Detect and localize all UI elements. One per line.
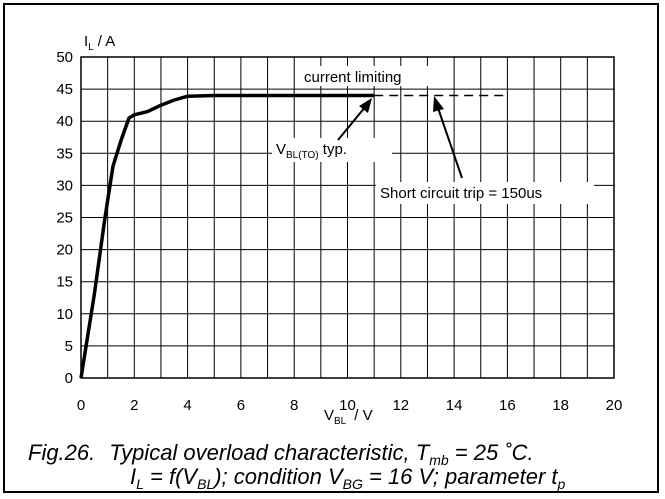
- plot-border: [80, 56, 615, 379]
- series-solid-line: [79, 93, 375, 379]
- x-tick-label: 20: [606, 397, 623, 414]
- vbl-arrow-line: [337, 105, 367, 141]
- short-circuit-arrowhead: [433, 96, 444, 112]
- grid: [80, 56, 615, 379]
- x-tick-label: 10: [339, 397, 356, 414]
- x-tick-label: 12: [392, 397, 409, 414]
- y-tick-label: 35: [56, 145, 73, 162]
- y-tick-label: 30: [56, 177, 73, 194]
- x-tick-label: 0: [77, 397, 85, 414]
- vbl-to-label: VBL(TO) typ.: [276, 141, 347, 161]
- y-tick-label: 20: [56, 242, 73, 259]
- caption-line-2: IL = f(VBL); condition VBG = 16 V; param…: [130, 464, 566, 492]
- y-tick-label: 15: [56, 274, 73, 291]
- x-tick-label: 16: [499, 397, 516, 414]
- x-tick-label: 18: [552, 397, 569, 414]
- x-axis-label: VBL / V: [324, 407, 373, 427]
- short-circuit-arrow-line: [437, 107, 463, 179]
- y-tick-label: 10: [56, 306, 73, 323]
- x-tick-labels: 0 2 4 6 8 10 12 14 16 18 20: [77, 397, 623, 414]
- series-group: [79, 93, 508, 379]
- y-tick-labels: 0 5 10 15 20 25 30 35 40 45 50: [56, 49, 73, 387]
- vbl-arrowhead: [359, 98, 372, 113]
- current-limiting-bg: [300, 66, 436, 86]
- vbl-label-bg: [272, 138, 392, 162]
- y-tick-label: 45: [56, 81, 73, 98]
- short-circuit-label: Short circuit trip = 150us: [380, 185, 542, 202]
- x-tick-label: 14: [446, 397, 463, 414]
- y-tick-label: 5: [65, 338, 73, 355]
- y-axis-label: IL / A: [84, 33, 115, 53]
- x-tick-label: 6: [237, 397, 245, 414]
- y-tick-label: 25: [56, 210, 73, 227]
- caption-line-1: Fig.26. Typical overload characteristic, …: [28, 440, 534, 468]
- short-circuit-bg: [376, 182, 594, 204]
- y-tick-label: 0: [65, 370, 73, 387]
- current-limiting-label: current limiting: [304, 69, 402, 86]
- x-tick-label: 2: [130, 397, 138, 414]
- x-tick-label: 8: [290, 397, 298, 414]
- y-tick-label: 40: [56, 113, 73, 130]
- x-tick-label: 4: [183, 397, 191, 414]
- y-tick-label: 50: [56, 49, 73, 66]
